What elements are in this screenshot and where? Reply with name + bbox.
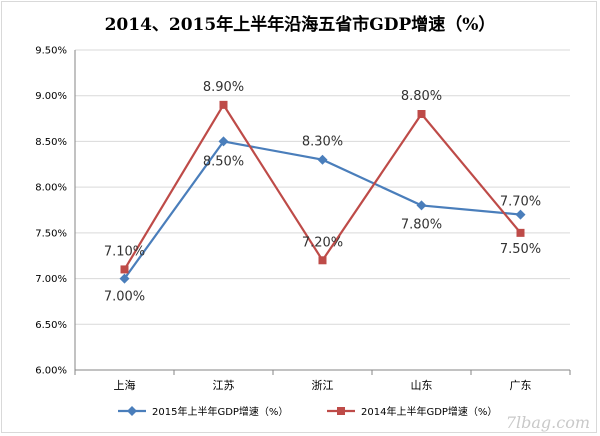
point-marker-square xyxy=(318,256,327,265)
data-label: 8.90% xyxy=(203,80,244,95)
series-1 xyxy=(120,100,525,274)
legend-label: 2014年上半年GDP增速（%） xyxy=(361,405,497,418)
point-marker-diamond xyxy=(416,200,427,211)
point-marker-diamond xyxy=(127,406,137,416)
legend: 2015年上半年GDP增速（%） 2014年上半年GDP增速（%） xyxy=(118,405,497,418)
data-label: 7.10% xyxy=(104,244,145,259)
data-label: 7.50% xyxy=(500,242,541,257)
point-marker-diamond xyxy=(515,209,526,220)
data-label: 7.70% xyxy=(500,195,541,210)
point-marker-square xyxy=(516,228,525,237)
y-tick-label: 7.50% xyxy=(35,228,67,239)
watermark: 7lbag.com xyxy=(506,413,590,432)
series-0 xyxy=(119,136,526,284)
data-label: 7.00% xyxy=(104,290,145,305)
legend-entry: 2014年上半年GDP增速（%） xyxy=(327,405,497,418)
point-marker-diamond xyxy=(317,154,328,165)
point-marker-square xyxy=(417,110,426,118)
data-label: 7.20% xyxy=(302,235,343,250)
legend-label: 2015年上半年GDP增速（%） xyxy=(152,405,288,418)
y-tick-label: 6.00% xyxy=(35,366,67,377)
point-marker-diamond xyxy=(218,136,229,147)
point-marker-square xyxy=(219,100,228,109)
y-tick-label: 8.50% xyxy=(35,137,67,148)
data-label: 8.80% xyxy=(401,89,442,104)
gridlines xyxy=(75,49,570,325)
x-tick-label: 广东 xyxy=(510,379,532,392)
series-group xyxy=(119,100,526,284)
x-tick-label: 浙江 xyxy=(312,379,334,392)
y-tick-label: 9.50% xyxy=(35,46,67,57)
data-label: 7.80% xyxy=(401,217,442,232)
y-axis: 6.00% 6.50% 7.00% 7.50% 8.00% 8.50% 9.00% 9.50% xyxy=(35,46,76,377)
x-tick-label: 江苏 xyxy=(213,379,235,392)
point-marker-square xyxy=(120,265,129,274)
legend-entry: 2015年上半年GDP增速（%） xyxy=(118,405,288,418)
y-tick-label: 9.00% xyxy=(35,91,67,102)
x-tick-label: 山东 xyxy=(411,379,433,392)
y-tick-label: 8.00% xyxy=(35,183,67,194)
x-axis: 上海 江苏 浙江 山东 广东 xyxy=(74,369,571,392)
data-labels: 7.00% 8.50% 8.30% 7.80% 7.70% 7.10% 8.90% 7.20%… xyxy=(104,80,541,305)
y-tick-label: 6.50% xyxy=(35,320,67,331)
x-tick-label: 上海 xyxy=(114,378,136,392)
y-tick-label: 7.00% xyxy=(35,274,67,285)
data-label: 8.30% xyxy=(302,135,343,150)
point-marker-diamond xyxy=(119,273,130,284)
point-marker-square xyxy=(337,407,345,415)
chart-title: 2014、2015年上半年沿海五省市GDP增速（%） xyxy=(105,14,496,35)
data-label: 8.50% xyxy=(203,154,244,169)
